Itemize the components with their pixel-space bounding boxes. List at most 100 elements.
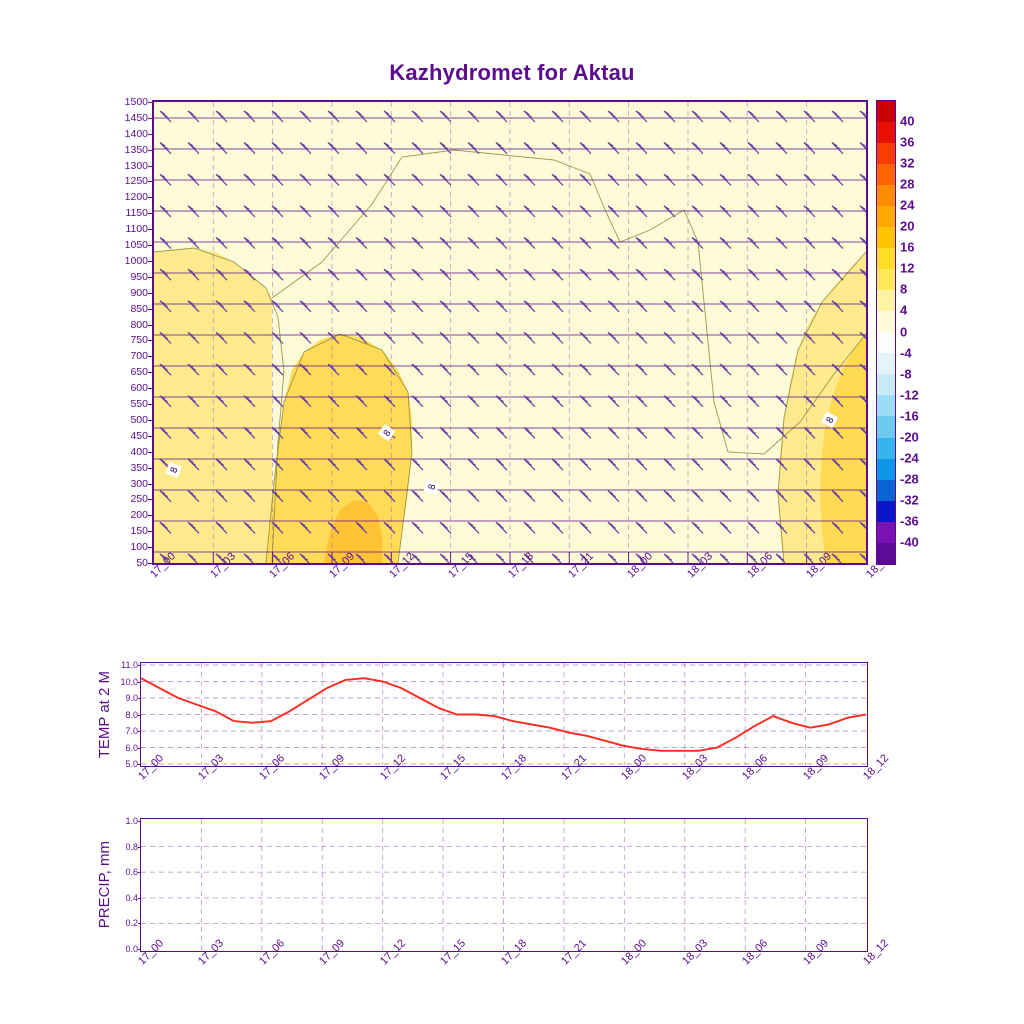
y-tick-label: 1050 <box>124 239 148 252</box>
y-tick-label: 50 <box>136 557 148 569</box>
temperature-colorbar[interactable] <box>876 100 896 565</box>
temp-line-svg <box>140 663 867 765</box>
main-y-axis-labels: 1500 1450 1400 1350 1300 1250 1200 1150 1100 1050… <box>100 96 154 569</box>
y-tick-label: 700 <box>130 350 148 363</box>
y-tick-label: 0.6 <box>125 867 138 878</box>
colorbar-tick-label: 0 <box>900 324 908 339</box>
precip-bar-svg <box>141 819 866 950</box>
y-tick-label: 1200 <box>124 191 148 204</box>
colorbar-segment <box>877 143 895 165</box>
svg-text:8: 8 <box>382 428 394 439</box>
colorbar-segment <box>877 332 895 354</box>
y-tick-label: 750 <box>130 334 148 347</box>
colorbar-segment <box>877 479 895 501</box>
y-tick-label: 1000 <box>124 254 148 267</box>
colorbar-tick-label: 40 <box>900 113 915 129</box>
colorbar-segment <box>877 227 895 249</box>
y-tick-label: 1400 <box>124 127 148 140</box>
colorbar-tick-label: 12 <box>900 260 915 276</box>
y-tick-label: 8.0 <box>125 709 138 720</box>
y-tick-label: 1500 <box>124 96 148 108</box>
y-tick-label: 1150 <box>125 207 148 220</box>
y-tick-label: 200 <box>130 509 148 522</box>
colorbar-tick-label: 4 <box>900 302 908 318</box>
colorbar-segment <box>877 353 895 375</box>
colorbar-tick-label: -4 <box>900 345 912 361</box>
colorbar-segment <box>877 458 895 480</box>
colorbar-segment <box>877 521 895 543</box>
y-tick-label: 1350 <box>124 143 148 156</box>
colorbar-segment <box>877 437 895 459</box>
y-tick-label: 850 <box>130 302 148 315</box>
y-tick-label: 350 <box>130 461 148 474</box>
y-tick-label: 1100 <box>125 223 148 236</box>
colorbar-tick-label: -24 <box>900 450 919 466</box>
y-tick-label: 5.0 <box>125 759 138 769</box>
y-tick-label: 950 <box>130 270 148 283</box>
colorbar-tick-label: 20 <box>900 218 915 234</box>
y-tick-label: 300 <box>130 477 148 490</box>
y-tick-label: 100 <box>130 541 148 554</box>
precip-x-axis-labels: 17_00 17_03 17_06 17_09 17_12 17_15 17_18 17_21… <box>136 937 891 997</box>
colorbar-segment <box>877 122 895 144</box>
colorbar-tick-label: -12 <box>900 387 919 403</box>
colorbar-tick-label: 8 <box>900 281 908 297</box>
colorbar-segment <box>877 416 895 438</box>
colorbar-segment <box>877 500 895 522</box>
colorbar-segment <box>877 311 895 333</box>
precip-plot-frame <box>140 818 868 952</box>
temp-plot-frame <box>140 662 868 767</box>
temp-at-2m-panel[interactable] <box>140 662 868 767</box>
precipitation-panel[interactable] <box>140 818 868 952</box>
main-cross-section-panel[interactable]: 8 8 8 8 <box>152 100 868 565</box>
y-tick-label: 550 <box>130 398 148 411</box>
colorbar-tick-label: 28 <box>900 176 915 192</box>
temp-x-axis-labels: 17_00 17_03 17_06 17_09 17_12 17_15 17_18 17_21… <box>136 752 891 812</box>
colorbar-segment <box>877 248 895 270</box>
colorbar-segment <box>877 185 895 207</box>
y-tick-label: 650 <box>130 366 148 379</box>
colorbar-tick-label: 24 <box>900 197 915 213</box>
precip-y-axis-labels: 0.0 0.2 0.4 0.6 0.8 1.0 <box>96 816 144 954</box>
colorbar-tick-label: -28 <box>900 471 919 487</box>
y-tick-label: 0.8 <box>125 841 138 852</box>
colorbar-segment <box>877 206 895 228</box>
y-tick-label: 0.4 <box>125 892 138 903</box>
colorbar-segment <box>877 374 895 396</box>
svg-text:8: 8 <box>825 415 837 425</box>
colorbar-tick-label: -40 <box>900 534 919 550</box>
y-tick-label: 1250 <box>124 175 148 188</box>
colorbar-segment <box>877 542 895 564</box>
temp-series-line <box>140 677 867 752</box>
colorbar-tick-label: 16 <box>900 239 915 255</box>
colorbar-segment <box>877 269 895 291</box>
y-tick-label: 1.0 <box>125 816 138 826</box>
colorbar-tick-label: -36 <box>900 513 919 529</box>
colorbar-segment <box>877 101 895 123</box>
page-title: Kazhydromet for Aktau <box>389 60 635 85</box>
main-plot-frame: 8 8 8 8 <box>152 100 868 565</box>
y-tick-label: 7.0 <box>125 726 138 736</box>
y-tick-label: 500 <box>130 413 148 426</box>
svg-text:8: 8 <box>169 466 180 475</box>
colorbar-tick-label: -20 <box>900 429 919 445</box>
svg-text:8: 8 <box>427 483 438 491</box>
colorbar-tick-label: -32 <box>900 492 919 508</box>
y-tick-label: 400 <box>130 445 148 458</box>
main-x-axis-labels: 17_00 17_03 17_06 17_09 17_12 17_15 17_18 17_21… <box>148 550 894 612</box>
y-tick-label: 150 <box>130 525 148 538</box>
y-tick-label: 11.0 <box>121 660 138 670</box>
y-tick-label: 600 <box>130 382 148 395</box>
colorbar-tick-label: -16 <box>900 408 919 424</box>
y-tick-label: 1450 <box>124 111 148 124</box>
colorbar-tick-label: -8 <box>900 366 912 382</box>
y-tick-label: 900 <box>130 286 148 299</box>
colorbar-segment <box>877 395 895 417</box>
temp-y-axis-labels: 5.0 6.0 7.0 8.0 9.0 10.0 11.0 <box>96 660 144 769</box>
y-tick-label: 800 <box>130 318 148 331</box>
y-tick-label: 1300 <box>124 159 148 172</box>
colorbar-tick-labels: 40 36 32 28 24 20 16 12 8 4 0 -4 -8 -12 -16 -20 -24 -28 -3… <box>900 100 944 565</box>
y-tick-label: 450 <box>130 429 148 442</box>
y-tick-label: 0.2 <box>125 918 138 929</box>
y-tick-label: 9.0 <box>125 693 138 703</box>
